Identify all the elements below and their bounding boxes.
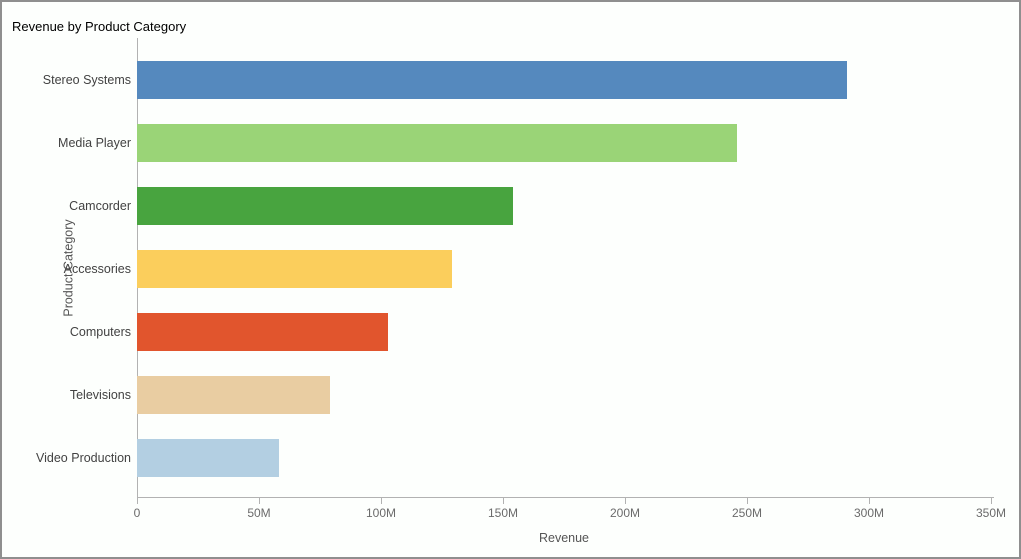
- bar-track: [137, 111, 991, 174]
- bar-track: [137, 427, 991, 490]
- bar-row: Computers: [2, 301, 991, 364]
- x-tick: [137, 497, 138, 504]
- x-tick-label: 350M: [975, 506, 1007, 520]
- x-tick-label: 300M: [853, 506, 885, 520]
- x-tick: [381, 497, 382, 504]
- bar-televisions[interactable]: [137, 376, 330, 415]
- x-tick: [991, 497, 992, 504]
- x-tick: [259, 497, 260, 504]
- category-label: Media Player: [58, 135, 131, 150]
- bar-row: Media Player: [2, 111, 991, 174]
- x-axis: 0 50M 100M 150M 200M 250M 300M 350M: [133, 497, 1006, 547]
- x-tick: [869, 497, 870, 504]
- bar-stereo-systems[interactable]: [137, 60, 848, 99]
- bar-camcorder[interactable]: [137, 186, 513, 225]
- bar-track: [137, 48, 991, 111]
- bar-media-player[interactable]: [137, 123, 738, 162]
- bar-video-production[interactable]: [137, 439, 279, 478]
- x-axis-title: Revenue: [538, 531, 590, 545]
- x-tick-label: 250M: [731, 506, 763, 520]
- x-tick-label: 100M: [365, 506, 397, 520]
- x-tick-label: 150M: [487, 506, 519, 520]
- bar-row: Televisions: [2, 364, 991, 427]
- bar-track: [137, 174, 991, 237]
- bar-computers[interactable]: [137, 313, 389, 352]
- x-tick: [747, 497, 748, 504]
- x-axis-line: [137, 497, 994, 498]
- chart-title: Revenue by Product Category: [12, 19, 187, 34]
- x-tick: [503, 497, 504, 504]
- x-tick-label: 0: [133, 506, 141, 520]
- category-label: Camcorder: [69, 198, 131, 213]
- bar-row: Stereo Systems: [2, 48, 991, 111]
- bar-accessories[interactable]: [137, 249, 452, 288]
- bar-track: [137, 364, 991, 427]
- bar-track: [137, 301, 991, 364]
- category-label: Televisions: [69, 388, 131, 403]
- x-tick: [625, 497, 626, 504]
- category-label: Stereo Systems: [42, 72, 131, 87]
- bar-row: Video Production: [2, 427, 991, 490]
- category-label: Computers: [69, 325, 131, 340]
- x-tick-label: 50M: [247, 506, 271, 520]
- x-tick-label: 200M: [609, 506, 641, 520]
- bar-row: Camcorder: [2, 174, 991, 237]
- bar-row: Accessories: [2, 237, 991, 300]
- bar-track: [137, 237, 991, 300]
- category-label: Video Production: [36, 451, 131, 466]
- category-label: Accessories: [63, 261, 131, 276]
- bars-area: Stereo Systems Media Player Camcorder Acces…: [2, 48, 991, 490]
